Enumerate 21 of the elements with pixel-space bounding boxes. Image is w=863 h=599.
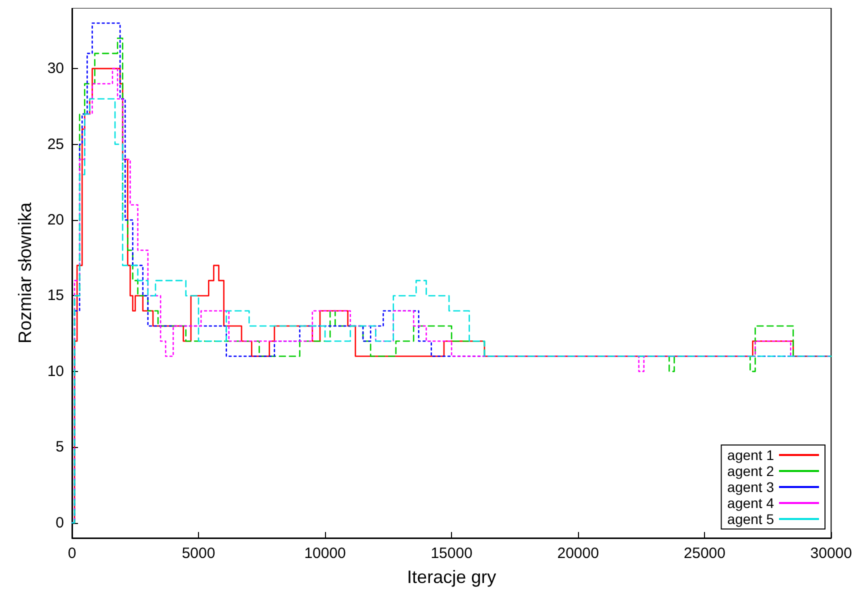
x-tick-label: 5000 (182, 545, 216, 562)
x-axis-title: Iteracje gry (407, 567, 496, 587)
x-tick-label: 10000 (304, 545, 346, 562)
x-tick-label: 15000 (430, 545, 472, 562)
y-tick-label: 15 (47, 287, 64, 304)
legend-label: agent 2 (727, 463, 774, 479)
legend-label: agent 1 (727, 447, 774, 463)
y-tick-label: 30 (47, 60, 64, 78)
y-axis-title: Rozmiar słownika (15, 201, 35, 344)
x-tick-label: 25000 (684, 545, 726, 562)
y-tick-label: 10 (47, 362, 64, 380)
x-tick-label: 0 (68, 545, 76, 562)
x-tick-label: 30000 (810, 545, 852, 562)
y-tick-label: 0 (56, 514, 64, 532)
x-tick-label: 20000 (557, 545, 599, 562)
y-tick-label: 5 (56, 438, 64, 456)
y-tick-label: 20 (47, 212, 64, 228)
legend-label: agent 5 (727, 511, 774, 527)
legend-label: agent 4 (727, 495, 774, 511)
y-tick-label: 25 (47, 136, 64, 153)
legend-label: agent 3 (727, 479, 774, 495)
